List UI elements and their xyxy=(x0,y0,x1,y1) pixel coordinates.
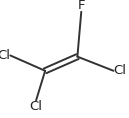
Text: Cl: Cl xyxy=(30,100,43,113)
Text: F: F xyxy=(78,0,85,12)
Text: Cl: Cl xyxy=(114,64,127,77)
Text: Cl: Cl xyxy=(0,49,10,62)
